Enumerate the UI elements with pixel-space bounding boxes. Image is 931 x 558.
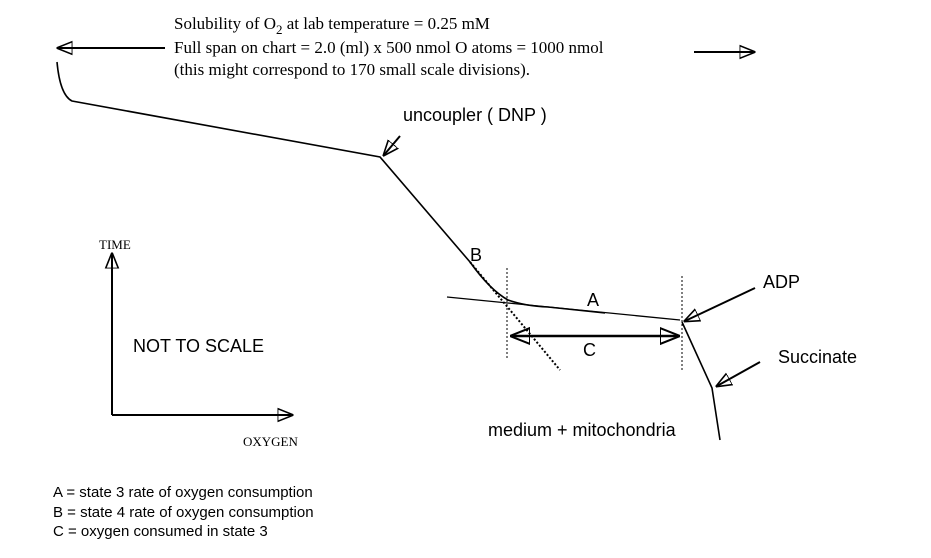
annotation: C bbox=[583, 340, 596, 360]
legend-item: A = state 3 rate of oxygen consumption bbox=[53, 484, 313, 501]
scale-note: NOT TO SCALE bbox=[133, 336, 264, 356]
axis-label: OXYGEN bbox=[243, 434, 298, 449]
subscript: 2 bbox=[276, 22, 283, 37]
axis-label: TIME bbox=[99, 237, 131, 252]
annotation: B bbox=[470, 245, 482, 265]
legend-item: C = oxygen consumed in state 3 bbox=[53, 523, 268, 540]
text: Solubility of O bbox=[174, 14, 276, 33]
pointer-arrow bbox=[384, 135, 401, 155]
annotation: ADP bbox=[763, 272, 800, 292]
annotation: medium + mitochondria bbox=[488, 420, 677, 440]
text: at lab temperature = 0.25 mM bbox=[283, 14, 490, 33]
pointer-arrow bbox=[685, 287, 756, 321]
header-line: Solubility of O2 at lab temperature = 0.… bbox=[174, 14, 490, 37]
extrapolation-line bbox=[446, 296, 681, 321]
extrapolation-line bbox=[469, 261, 561, 371]
annotation: uncoupler ( DNP ) bbox=[403, 105, 547, 125]
header-line: Full span on chart = 2.0 (ml) x 500 nmol… bbox=[174, 38, 604, 57]
pointer-arrow bbox=[717, 361, 761, 386]
annotation: Succinate bbox=[778, 347, 857, 367]
annotation: A bbox=[587, 290, 599, 310]
legend-item: B = state 4 rate of oxygen consumption bbox=[53, 504, 314, 521]
trace bbox=[681, 321, 721, 441]
header-line: (this might correspond to 170 small scal… bbox=[174, 60, 530, 79]
